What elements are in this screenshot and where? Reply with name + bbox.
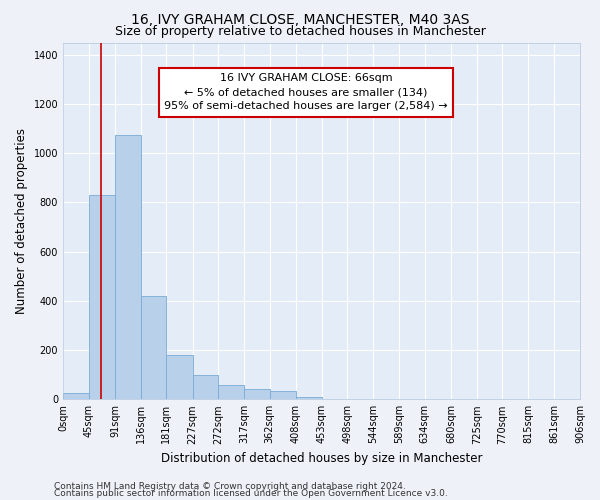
Bar <box>166 355 193 400</box>
Bar <box>296 397 322 400</box>
Bar <box>269 390 296 400</box>
Bar <box>115 135 140 400</box>
Text: 16 IVY GRAHAM CLOSE: 66sqm
← 5% of detached houses are smaller (134)
95% of semi: 16 IVY GRAHAM CLOSE: 66sqm ← 5% of detac… <box>164 74 448 112</box>
Text: Contains HM Land Registry data © Crown copyright and database right 2024.: Contains HM Land Registry data © Crown c… <box>54 482 406 491</box>
Bar <box>193 374 218 400</box>
Text: 16, IVY GRAHAM CLOSE, MANCHESTER, M40 3AS: 16, IVY GRAHAM CLOSE, MANCHESTER, M40 3A… <box>131 12 469 26</box>
Bar <box>89 195 115 400</box>
Bar <box>63 393 89 400</box>
Bar <box>140 296 166 400</box>
X-axis label: Distribution of detached houses by size in Manchester: Distribution of detached houses by size … <box>161 452 482 465</box>
Bar <box>218 384 244 400</box>
Text: Contains public sector information licensed under the Open Government Licence v3: Contains public sector information licen… <box>54 489 448 498</box>
Y-axis label: Number of detached properties: Number of detached properties <box>15 128 28 314</box>
Text: Size of property relative to detached houses in Manchester: Size of property relative to detached ho… <box>115 25 485 38</box>
Bar <box>244 390 269 400</box>
